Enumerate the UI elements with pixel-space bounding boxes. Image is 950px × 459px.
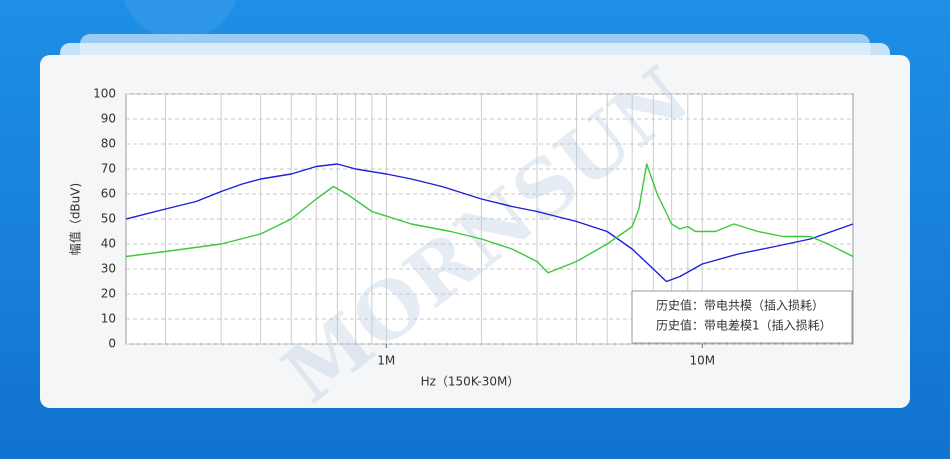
x-tick-label: 1M bbox=[377, 354, 395, 368]
series-line bbox=[125, 163, 854, 283]
legend: 历史值：带电共模（插入损耗） 历史值：带电差模1（插入损耗） bbox=[656, 298, 832, 333]
legend-entry: 历史值：带电共模（插入损耗） bbox=[656, 298, 824, 313]
y-tick-label: 30 bbox=[101, 262, 116, 276]
y-tick-label: 90 bbox=[101, 112, 116, 126]
x-tick-label: 10M bbox=[689, 354, 715, 368]
y-tick-label: 60 bbox=[101, 187, 116, 201]
y-tick-label: 20 bbox=[101, 287, 116, 301]
y-tick-label: 40 bbox=[101, 237, 116, 251]
y-tick-label: 70 bbox=[101, 162, 116, 176]
lines bbox=[125, 163, 854, 283]
legend-box bbox=[631, 290, 853, 344]
decor-circle bbox=[123, 0, 237, 40]
y-tick-label: 50 bbox=[101, 212, 116, 226]
y-axis-label: 幅值（dBuV) bbox=[68, 183, 83, 255]
legend-entry: 历史值：带电差模1（插入损耗） bbox=[656, 318, 832, 333]
y-tick-label: 0 bbox=[108, 337, 116, 351]
x-axis-label: Hz（150K-30M） bbox=[421, 375, 520, 389]
y-tick-label: 80 bbox=[101, 137, 116, 151]
series-line bbox=[125, 163, 854, 274]
y-tick-label: 10 bbox=[101, 312, 116, 326]
y-tick-label: 100 bbox=[93, 87, 116, 101]
